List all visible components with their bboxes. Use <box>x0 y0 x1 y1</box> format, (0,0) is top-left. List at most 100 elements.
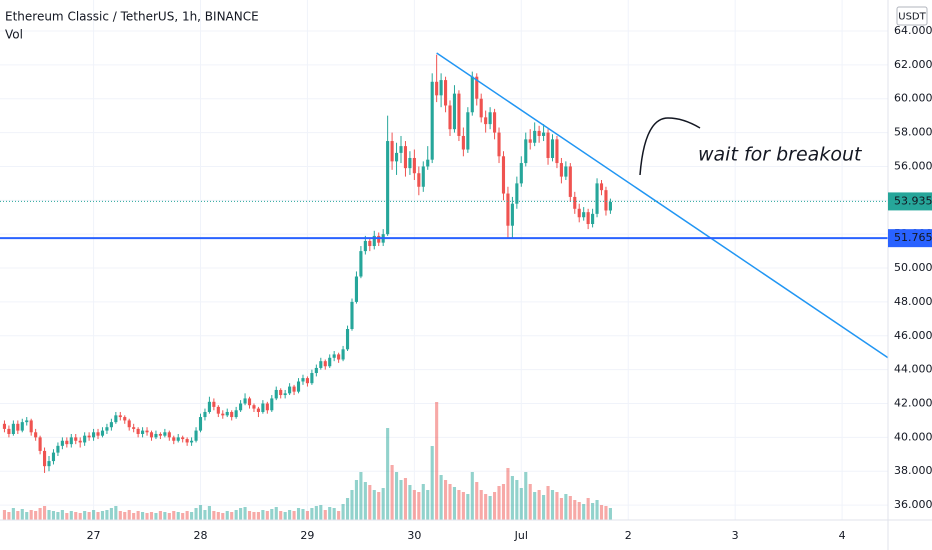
x-tick-label: Jul <box>514 529 528 542</box>
candle-body <box>20 422 24 431</box>
candle-body <box>421 166 425 187</box>
volume-bar <box>74 512 78 520</box>
candle-body <box>493 112 497 133</box>
volume-bar <box>528 484 532 520</box>
candle-body <box>350 301 354 330</box>
volume-bar <box>350 490 354 520</box>
y-tick-label: 40.000 <box>894 430 932 443</box>
volume-bar <box>461 492 465 520</box>
candle-body <box>341 349 345 360</box>
volume-bar <box>296 508 301 520</box>
candle-body <box>256 408 260 412</box>
volume-bar <box>363 482 367 520</box>
volume-bar <box>109 508 113 520</box>
volume-bar <box>403 478 408 520</box>
x-tick-label: 27 <box>87 529 101 542</box>
candle-body <box>435 81 439 96</box>
volume-bar <box>332 508 336 520</box>
volume-bar <box>279 511 283 520</box>
volume-bar <box>524 472 528 520</box>
candle-body <box>426 159 430 167</box>
candle-body <box>221 413 225 416</box>
volume-bar <box>114 506 118 520</box>
volume-bar <box>176 512 180 520</box>
level-label: 51.765 <box>894 231 932 244</box>
volume-bar <box>288 510 292 520</box>
candle-body <box>363 240 367 252</box>
candle-body <box>92 432 96 438</box>
drawn-curve <box>639 117 701 176</box>
volume-bar <box>421 484 425 520</box>
candle-body <box>475 76 479 99</box>
candle-body <box>310 373 314 384</box>
candles <box>2 54 612 473</box>
candle-body <box>163 432 167 436</box>
volume-bar <box>60 510 64 520</box>
volume-bar <box>497 486 501 520</box>
candle-body <box>136 428 140 434</box>
volume-bar <box>448 484 452 520</box>
volume-bar <box>274 507 278 520</box>
volume-bar <box>221 513 225 520</box>
y-tick-label: 64.000 <box>894 24 932 37</box>
volume-bar <box>591 503 595 520</box>
candle-body <box>51 452 56 462</box>
candle-body <box>457 93 461 136</box>
volume-bar <box>301 509 305 520</box>
volume-bar <box>123 512 127 520</box>
candle-body <box>444 80 448 106</box>
candle-body <box>296 381 301 392</box>
candle-body <box>274 389 278 399</box>
volume-bar <box>87 512 91 520</box>
chart-title: Ethereum Classic / TetherUS, 1h, BINANCE <box>5 10 259 24</box>
volume-bar <box>194 508 198 520</box>
x-tick-label: 4 <box>839 529 846 542</box>
volume-bar <box>435 402 439 520</box>
candle-body <box>283 393 287 396</box>
candle-body <box>533 130 537 143</box>
volume-bar <box>426 490 430 520</box>
candle-body <box>537 130 541 136</box>
volume-bar <box>412 490 416 520</box>
currency-button[interactable] <box>896 6 928 26</box>
candle-body <box>270 398 274 411</box>
volume-bar <box>190 512 194 520</box>
candle-body <box>105 427 109 431</box>
volume-bar <box>386 428 390 520</box>
volume-bar <box>408 485 412 520</box>
volume-bar <box>466 494 470 520</box>
y-tick-label: 60.000 <box>894 92 932 105</box>
volume-bar <box>198 505 203 520</box>
volume-bar <box>604 506 608 520</box>
volume-bar <box>154 513 158 520</box>
candle-body <box>412 157 416 174</box>
candle-body <box>132 427 136 429</box>
candle-body <box>127 420 131 428</box>
candle-body <box>470 76 474 113</box>
volume-bar <box>158 511 162 520</box>
volume-bar <box>586 498 590 520</box>
candle-body <box>190 440 194 443</box>
candle-body <box>100 430 105 436</box>
candle-body <box>550 139 555 158</box>
candle-body <box>42 450 47 467</box>
candle-body <box>96 432 100 436</box>
volume-bar <box>310 508 314 520</box>
volume-bar <box>555 492 559 520</box>
candle-body <box>604 190 608 211</box>
volume-bar <box>118 511 122 520</box>
volume-bar <box>100 511 105 520</box>
volume-bar <box>163 512 167 520</box>
volume-bar <box>212 511 216 520</box>
candle-body <box>34 432 38 438</box>
candle-body <box>292 386 296 392</box>
y-tick-label: 46.000 <box>894 329 932 342</box>
y-tick-label: 50.000 <box>894 261 932 274</box>
candle-body <box>314 367 318 374</box>
volume-bar <box>265 511 269 520</box>
candle-body <box>377 235 381 243</box>
candle-body <box>158 433 162 436</box>
volume-bar <box>328 507 332 520</box>
volume-bar <box>83 511 87 520</box>
volume-bar <box>185 511 189 520</box>
